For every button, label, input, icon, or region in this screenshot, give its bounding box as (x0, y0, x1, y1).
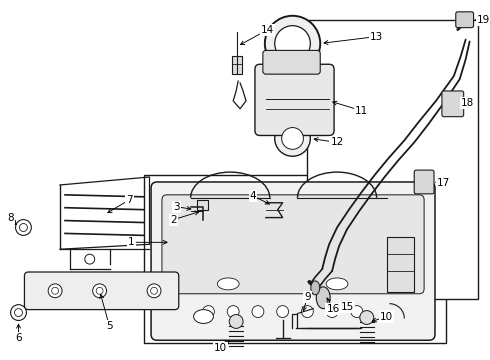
Text: 11: 11 (355, 106, 368, 116)
Circle shape (301, 306, 313, 318)
Text: 12: 12 (330, 138, 343, 147)
Circle shape (147, 284, 161, 298)
Bar (232, 56, 242, 74)
Text: 10: 10 (380, 311, 393, 321)
Circle shape (150, 287, 157, 294)
Circle shape (20, 224, 27, 231)
Ellipse shape (316, 287, 330, 309)
FancyBboxPatch shape (24, 272, 179, 310)
Ellipse shape (326, 278, 348, 290)
Text: 4: 4 (249, 191, 256, 201)
Text: 8: 8 (7, 213, 14, 222)
Circle shape (15, 309, 23, 316)
Circle shape (96, 287, 103, 294)
Text: 7: 7 (126, 195, 133, 205)
Circle shape (85, 254, 95, 264)
Bar (196, 200, 208, 210)
Bar (387, 237, 414, 292)
Ellipse shape (218, 278, 239, 290)
Circle shape (51, 287, 59, 294)
Text: 15: 15 (341, 302, 354, 312)
Bar (307, 20, 478, 299)
Text: 2: 2 (171, 215, 177, 225)
Text: 19: 19 (477, 15, 490, 25)
Text: 14: 14 (261, 24, 274, 35)
Text: 9: 9 (304, 292, 311, 302)
Text: 18: 18 (461, 98, 474, 108)
Text: 17: 17 (437, 178, 450, 188)
Circle shape (93, 284, 106, 298)
FancyBboxPatch shape (414, 170, 434, 194)
Circle shape (351, 306, 363, 318)
Circle shape (326, 306, 338, 318)
Circle shape (277, 306, 289, 318)
Circle shape (265, 16, 320, 71)
Bar (144, 175, 446, 343)
Text: 16: 16 (326, 303, 340, 314)
Ellipse shape (311, 281, 320, 295)
Circle shape (11, 305, 26, 320)
Text: 6: 6 (15, 333, 22, 343)
Circle shape (360, 311, 374, 324)
FancyBboxPatch shape (151, 182, 435, 340)
Circle shape (202, 306, 215, 318)
Ellipse shape (194, 310, 213, 323)
FancyBboxPatch shape (255, 64, 334, 135)
Circle shape (229, 315, 243, 328)
Circle shape (275, 26, 310, 61)
Text: 1: 1 (128, 237, 135, 247)
FancyBboxPatch shape (442, 91, 464, 117)
Text: 13: 13 (370, 32, 383, 41)
Circle shape (275, 121, 310, 156)
Circle shape (282, 127, 303, 149)
Circle shape (48, 284, 62, 298)
Text: 3: 3 (173, 202, 180, 212)
Circle shape (16, 220, 31, 235)
Text: 5: 5 (106, 321, 113, 332)
FancyBboxPatch shape (456, 12, 473, 28)
Circle shape (227, 306, 239, 318)
FancyBboxPatch shape (263, 50, 320, 74)
FancyBboxPatch shape (162, 195, 424, 294)
Text: 10: 10 (214, 343, 227, 353)
Circle shape (252, 306, 264, 318)
